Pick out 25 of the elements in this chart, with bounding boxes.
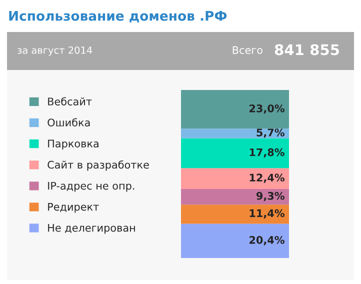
bar [181,204,289,224]
legend-label: Вебсайт [48,97,92,106]
text: за август 2014 [18,46,92,56]
data-label: 23,0% [250,104,284,114]
data-label: 20,4% [250,236,284,246]
bar [181,168,289,189]
bar [181,224,289,258]
bar [181,128,289,138]
data-label: 12,4% [250,174,284,183]
legend-label: Сайт в разработке [48,160,149,171]
chart-title: Использование доменов .РФ [9,11,227,22]
text: Всего [232,46,262,54]
legend-label: Не делегирован [48,224,135,234]
bar [181,188,289,205]
legend-label: IP-адрес не опр. [48,182,134,192]
text: 841 855 [274,44,339,56]
data-label: 17,8% [250,148,284,158]
legend-label: Редирект [48,202,99,213]
bar [181,138,289,168]
legend-label: Парковка [48,140,98,150]
bar [181,90,289,129]
legend-label: Ошибка [48,118,90,126]
data-label: 11,4% [250,209,284,219]
data-label: 5,7% [256,128,284,138]
data-label: 9,3% [256,192,284,202]
